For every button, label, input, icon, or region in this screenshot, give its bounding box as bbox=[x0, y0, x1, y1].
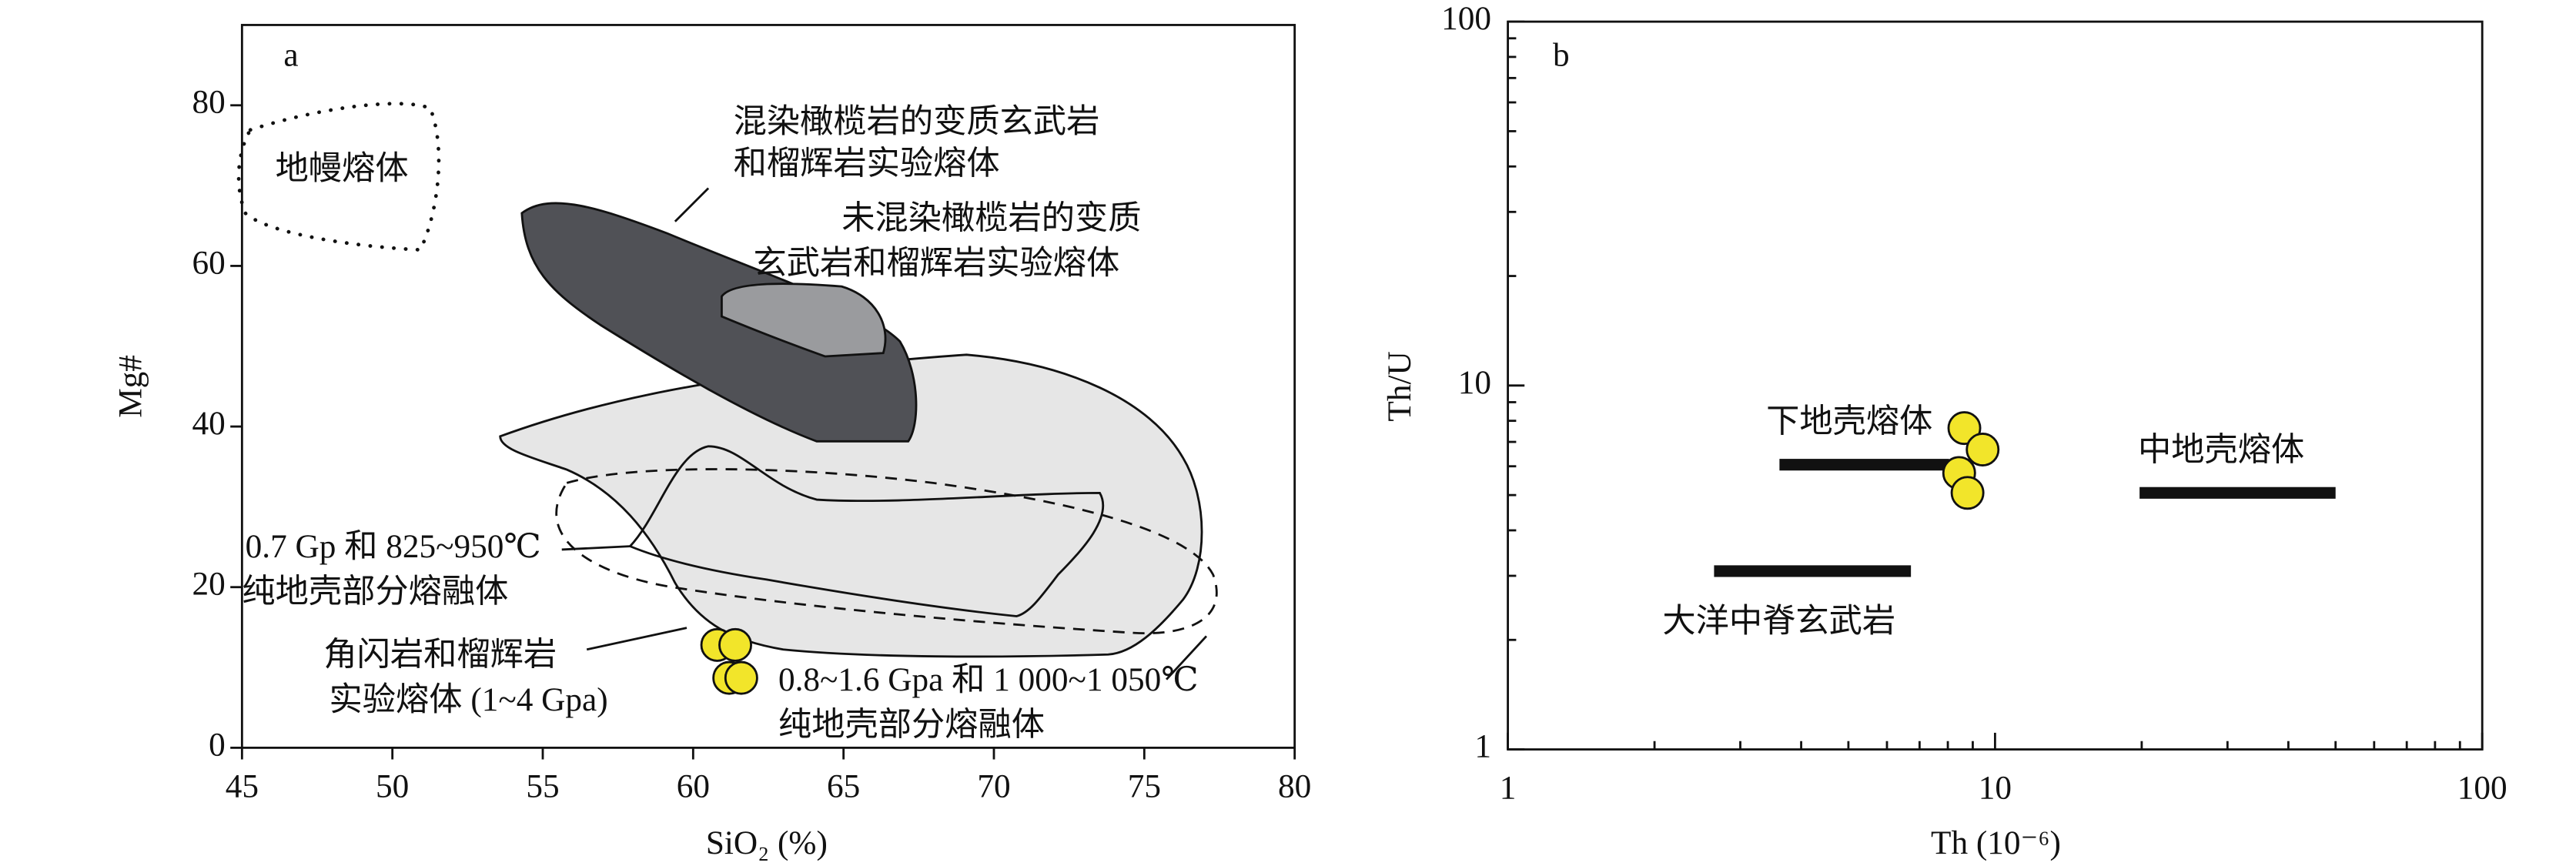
amphibolite-field bbox=[628, 445, 1105, 617]
y-tick-label: 60 bbox=[192, 244, 225, 281]
annotation: 0.7 Gp 和 825~950℃ bbox=[246, 528, 541, 565]
x-tick-label: 55 bbox=[526, 767, 559, 804]
x-axis-label: SiO₂ (%) bbox=[706, 824, 828, 861]
y-axis-label: Th/U bbox=[1381, 351, 1418, 421]
x-axis-label: Th (10⁻⁶) bbox=[1931, 824, 2061, 861]
range-label: 大洋中脊玄武岩 bbox=[1662, 603, 1895, 640]
x-tick-label: 65 bbox=[827, 767, 860, 804]
x-tick-label: 50 bbox=[376, 767, 409, 804]
point bbox=[1965, 433, 2000, 466]
annotation: 纯地壳部分熔融体 bbox=[778, 706, 1045, 743]
x-tick-label: 45 bbox=[226, 767, 259, 804]
plot-frame bbox=[240, 24, 1296, 749]
range-label: 中地壳熔体 bbox=[2138, 431, 2304, 468]
x-tick-label: 10 bbox=[1979, 770, 2012, 807]
annotation: 未混染橄榄岩的变质 bbox=[841, 200, 1141, 237]
panel-label: b bbox=[1553, 37, 1570, 74]
contaminated-field bbox=[520, 202, 918, 443]
annotation: 混染橄榄岩的变质玄武岩 bbox=[734, 103, 1100, 140]
y-tick-label: 80 bbox=[192, 84, 225, 121]
point bbox=[1947, 411, 1982, 446]
y-tick-label: 100 bbox=[1441, 0, 1491, 37]
point bbox=[1950, 476, 1985, 510]
y-tick-label: 10 bbox=[1458, 364, 1491, 401]
annotation: 角闪岩和榴辉岩 bbox=[323, 636, 557, 673]
point bbox=[718, 627, 752, 662]
y-tick-label: 40 bbox=[192, 405, 225, 442]
y-tick-label: 0 bbox=[209, 726, 226, 763]
x-tick-label: 80 bbox=[1278, 767, 1311, 804]
dashed-field bbox=[555, 468, 1218, 635]
x-tick-label: 100 bbox=[2457, 770, 2507, 807]
x-tick-label: 60 bbox=[677, 767, 710, 804]
x-tick-label: 1 bbox=[1500, 770, 1517, 807]
range-bar bbox=[1779, 459, 1949, 471]
annotation: 地幔熔体 bbox=[276, 150, 409, 187]
point bbox=[724, 660, 758, 695]
y-axis-label: Mg# bbox=[112, 355, 149, 418]
y-tick-label: 1 bbox=[1474, 727, 1491, 764]
annotation: 0.8~1.6 Gpa 和 1 000~1 050℃ bbox=[778, 661, 1199, 698]
plot-frame bbox=[1507, 20, 2484, 751]
panel-label: a bbox=[283, 37, 298, 74]
range-label: 下地壳熔体 bbox=[1766, 403, 1932, 440]
y-tick-label: 20 bbox=[192, 566, 225, 603]
annotation: 实验熔体 (1~4 Gpa) bbox=[330, 681, 608, 718]
uncontaminated-field bbox=[721, 283, 887, 358]
x-tick-label: 75 bbox=[1128, 767, 1161, 804]
range-bar bbox=[2139, 486, 2336, 499]
fields bbox=[236, 102, 1218, 680]
x-tick-label: 70 bbox=[977, 767, 1010, 804]
annotation: 和榴辉岩实验熔体 bbox=[734, 145, 1000, 182]
leader-line bbox=[561, 187, 1208, 680]
annotation: 玄武岩和榴辉岩实验熔体 bbox=[754, 245, 1120, 282]
range-bar bbox=[1714, 565, 1912, 577]
annotation: 纯地壳部分熔融体 bbox=[242, 573, 508, 610]
